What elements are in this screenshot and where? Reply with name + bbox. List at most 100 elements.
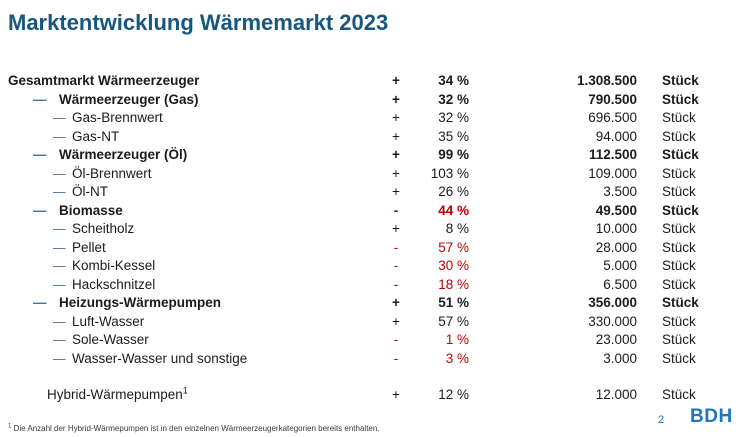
- row-label-cell: — Wärmeerzeuger (Öl): [0, 146, 385, 165]
- row-label: Gas-Brennwert: [72, 110, 163, 125]
- unit-count: 3.000: [603, 350, 637, 366]
- change-percent: 34 %: [438, 73, 469, 88]
- unit-label: Stück: [662, 295, 699, 310]
- table-row: — Sole-Wasser - 1 % 23.000 Stück: [0, 331, 750, 350]
- table-row: — Wärmeerzeuger (Gas) +32 % 790.500 Stück: [0, 91, 750, 110]
- dash-bullet-icon: —: [53, 166, 66, 181]
- row-label-cell: — Gas-NT: [0, 128, 385, 147]
- change-sign: +: [392, 91, 400, 107]
- row-label: Gesamtmarkt Wärmeerzeuger: [8, 73, 200, 88]
- dash-bullet-icon: —: [33, 147, 47, 162]
- table-row: — Heizungs-Wärmepumpen +51 % 356.000 Stück: [0, 294, 750, 313]
- change-percent: 30 %: [438, 258, 469, 273]
- row-label: Heizungs-Wärmepumpen: [59, 295, 222, 310]
- change-percent: 1 %: [445, 332, 469, 347]
- dash-bullet-icon: —: [53, 351, 66, 366]
- row-label: Scheitholz: [72, 221, 135, 236]
- change-sign: -: [393, 239, 399, 255]
- table-row: Gesamtmarkt Wärmeerzeuger +34 % 1.308.500 S…: [0, 72, 750, 91]
- row-label-cell: — Pellet: [0, 239, 385, 258]
- unit-label: Stück: [662, 128, 696, 144]
- unit-label: Stück: [662, 387, 696, 402]
- change-sign: +: [392, 313, 400, 329]
- table-row: — Wärmeerzeuger (Öl) +99 % 112.500 Stück: [0, 146, 750, 165]
- unit-count: 1.308.500: [576, 73, 637, 88]
- market-table-body: Gesamtmarkt Wärmeerzeuger +34 % 1.308.500 S…: [0, 72, 750, 405]
- change-percent: 8 %: [445, 221, 469, 236]
- change-sign: -: [393, 258, 399, 273]
- change-percent: 57 %: [438, 239, 469, 255]
- row-label: Sole-Wasser: [72, 332, 149, 347]
- unit-label: Stück: [662, 184, 696, 199]
- unit-label: Stück: [662, 276, 696, 292]
- change-percent: 18 %: [438, 276, 469, 292]
- row-label-cell: — Sole-Wasser: [0, 331, 385, 350]
- change-percent: 51 %: [438, 295, 469, 310]
- unit-count: 94.000: [595, 128, 637, 144]
- change-percent: 26 %: [438, 184, 469, 199]
- unit-count: 6.500: [603, 276, 637, 292]
- market-table: Gesamtmarkt Wärmeerzeuger +34 % 1.308.500 S…: [0, 72, 750, 405]
- footnote: 1 Die Anzahl der Hybrid-Wärmepumpen ist …: [8, 423, 380, 433]
- row-label: Wasser-Wasser und sonstige: [72, 350, 248, 366]
- unit-count: 3.500: [603, 184, 637, 199]
- row-label: Wärmeerzeuger (Gas): [59, 91, 199, 107]
- table-row: — Biomasse - 44 % 49.500 Stück: [0, 202, 750, 221]
- row-label: Gas-NT: [72, 128, 120, 144]
- table-row: — Öl-NT +26 % 3.500 Stück: [0, 183, 750, 202]
- row-label-cell: — Öl-NT: [0, 183, 385, 202]
- change-percent: 32 %: [438, 91, 469, 107]
- change-sign: +: [392, 295, 400, 310]
- dash-bullet-icon: —: [33, 91, 47, 107]
- table-row: — Luft-Wasser +57 % 330.000 Stück: [0, 313, 750, 332]
- row-label-cell: — Kombi-Kessel: [0, 257, 385, 276]
- row-label-cell: — Luft-Wasser: [0, 313, 385, 332]
- change-sign: +: [392, 147, 400, 162]
- row-gap: [0, 368, 750, 386]
- table-row: Hybrid-Wärmepumpen1 +12 % 12.000 Stück: [0, 386, 750, 405]
- change-sign: -: [393, 202, 399, 218]
- change-sign: +: [392, 73, 400, 88]
- page-title: Marktentwicklung Wärmemarkt 2023: [8, 10, 389, 35]
- row-label: Öl-Brennwert: [72, 165, 152, 181]
- dash-bullet-icon: —: [53, 259, 66, 273]
- dash-bullet-icon: —: [53, 277, 66, 292]
- row-label-cell: — Wärmeerzeuger (Gas): [0, 91, 385, 110]
- change-percent: 57 %: [438, 313, 469, 329]
- table-row: — Öl-Brennwert +103 % 109.000 Stück: [0, 165, 750, 184]
- change-sign: +: [392, 221, 400, 236]
- row-label-cell: — Heizungs-Wärmepumpen: [0, 294, 385, 313]
- dash-bullet-icon: —: [53, 222, 66, 236]
- bdh-logo: BDH: [690, 406, 733, 427]
- unit-label: Stück: [662, 91, 699, 107]
- change-sign: +: [392, 387, 400, 402]
- table-row: — Kombi-Kessel - 30 % 5.000 Stück: [0, 257, 750, 276]
- row-label-cell: — Gas-Brennwert: [0, 109, 385, 128]
- unit-count: 696.500: [588, 110, 637, 125]
- unit-count: 12.000: [595, 387, 637, 402]
- unit-count: 49.500: [595, 202, 637, 218]
- unit-count: 23.000: [595, 332, 637, 347]
- change-sign: -: [393, 276, 399, 292]
- unit-count: 112.500: [588, 147, 637, 162]
- unit-label: Stück: [662, 313, 696, 329]
- unit-count: 330.000: [588, 313, 637, 329]
- footnote-superscript: 1: [8, 423, 12, 430]
- change-percent: 44 %: [438, 202, 469, 218]
- dash-bullet-icon: —: [33, 202, 47, 218]
- unit-label: Stück: [662, 202, 699, 218]
- change-sign: +: [392, 184, 400, 199]
- table-row: — Hackschnitzel - 18 % 6.500 Stück: [0, 276, 750, 295]
- row-label: Pellet: [72, 239, 106, 255]
- unit-label: Stück: [662, 147, 699, 162]
- unit-count: 109.000: [588, 165, 637, 181]
- table-row: — Gas-NT +35 % 94.000 Stück: [0, 128, 750, 147]
- row-label: Wärmeerzeuger (Öl): [59, 147, 188, 162]
- dash-bullet-icon: —: [53, 314, 66, 329]
- unit-label: Stück: [662, 165, 696, 181]
- row-label-cell: — Öl-Brennwert: [0, 165, 385, 184]
- row-label: Biomasse: [59, 202, 123, 218]
- change-sign: +: [392, 110, 400, 125]
- unit-count: 10.000: [595, 221, 637, 236]
